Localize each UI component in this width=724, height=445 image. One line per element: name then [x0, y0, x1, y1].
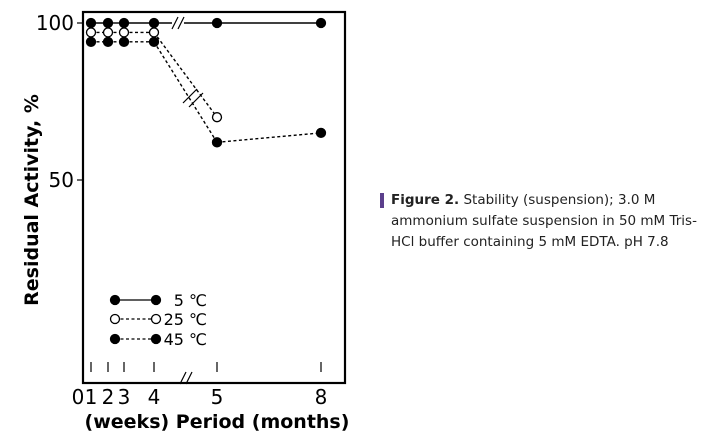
data-point-5c — [102, 17, 114, 29]
data-point-25c — [102, 27, 114, 38]
x-tick-label: 5 — [211, 385, 224, 409]
data-point-5c — [148, 17, 160, 29]
axis-break-mark — [179, 371, 187, 385]
data-point-5c — [211, 17, 223, 29]
series-break-mark — [182, 88, 198, 104]
y-tick-label: 100 — [36, 11, 74, 35]
data-point-45c — [148, 36, 160, 47]
legend-marker — [109, 294, 121, 306]
data-point-25c — [118, 27, 130, 38]
x-tick-label: 0 — [72, 385, 85, 409]
legend-marker — [150, 294, 162, 306]
legend-marker — [109, 313, 121, 325]
legend-label: 45 ℃ — [164, 330, 207, 349]
x-tick-label: 4 — [148, 385, 161, 409]
series-line-45c — [216, 132, 322, 144]
caption-text-block: Figure 2. Stability (suspension); 3.0 M … — [380, 190, 710, 253]
y-axis-label: Residual Activity, % — [21, 94, 43, 306]
data-point-5c — [85, 17, 97, 29]
caption-label: Figure 2. — [391, 192, 460, 208]
legend-label: 5 ℃ — [174, 291, 207, 310]
axis-break-mark — [171, 16, 179, 30]
caption-body: Stability (suspension); 3.0 M ammonium s… — [391, 192, 697, 250]
caption-accent-bar — [380, 193, 384, 208]
stability-chart: 100 50 Residual Activity, % 0 1 2 3 4 5 8(weeks) … — [21, 10, 350, 433]
legend-marker — [109, 333, 121, 345]
plot-frame — [81, 10, 347, 385]
x-tick-label: 3 — [118, 385, 131, 409]
legend-marker — [150, 333, 162, 345]
series-line-45c — [153, 41, 218, 143]
data-point-5c — [118, 17, 130, 29]
x-tick-label: 1 — [85, 385, 98, 409]
x-axis-label: (weeks) Period (months) — [85, 411, 350, 433]
data-point-5c — [315, 17, 327, 29]
x-tick-label: 2 — [102, 385, 115, 409]
figure-panel: 100 50 Residual Activity, % 0 1 2 3 4 5 8 (weeks) … — [0, 0, 350, 441]
data-point-45c — [102, 36, 114, 47]
data-point-45c — [85, 36, 97, 47]
legend-label: 25 ℃ — [164, 310, 207, 329]
data-point-25c — [148, 27, 160, 38]
data-point-45c — [118, 36, 130, 47]
legend-marker — [150, 313, 162, 325]
data-point-25c — [211, 112, 223, 123]
x-tick-label: 8 — [315, 385, 328, 409]
figure-caption: Figure 2. Stability (suspension); 3.0 M … — [380, 190, 710, 253]
data-point-45c — [211, 137, 223, 148]
series-line-25c — [153, 32, 218, 118]
series-break-mark — [188, 92, 204, 108]
axis-break-mark — [185, 371, 193, 385]
axis-break-mark — [177, 16, 185, 30]
data-point-25c — [85, 27, 97, 38]
data-point-45c — [315, 127, 327, 139]
y-tick-label: 50 — [49, 168, 74, 192]
